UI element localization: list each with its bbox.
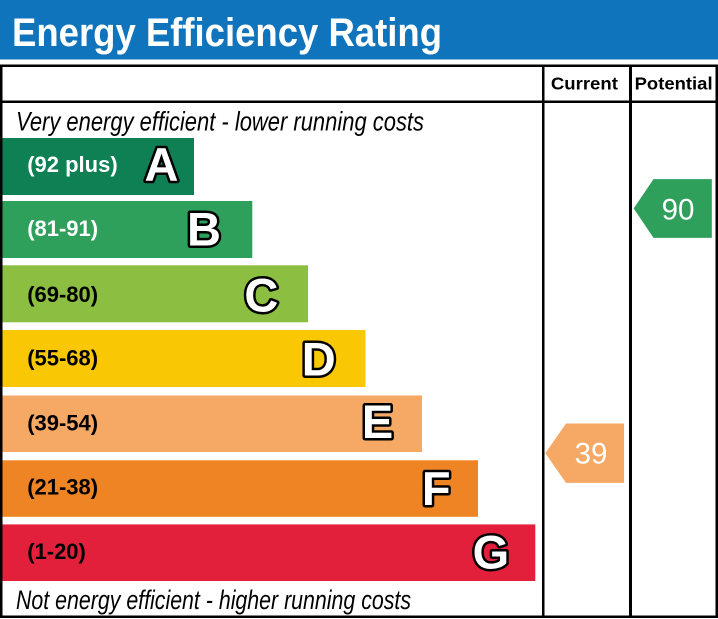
svg-text:B: B (187, 203, 221, 256)
svg-text:(39-54): (39-54) (27, 410, 98, 435)
svg-text:F: F (422, 462, 451, 515)
svg-text:39: 39 (575, 438, 608, 471)
svg-text:(1-20): (1-20) (27, 539, 86, 564)
svg-text:Not energy efficient - higher: Not energy efficient - higher running co… (16, 585, 411, 615)
svg-text:G: G (473, 526, 510, 579)
svg-text:Potential: Potential (635, 74, 713, 94)
svg-text:Energy Efficiency Rating: Energy Efficiency Rating (12, 11, 442, 55)
svg-text:Very energy efficient - lower: Very energy efficient - lower running co… (16, 107, 424, 137)
svg-text:(55-68): (55-68) (27, 346, 98, 371)
svg-text:90: 90 (662, 194, 695, 227)
svg-text:E: E (362, 395, 393, 448)
svg-text:Current: Current (551, 74, 618, 94)
svg-text:(21-38): (21-38) (27, 475, 98, 500)
svg-text:(69-80): (69-80) (27, 282, 98, 307)
svg-text:D: D (302, 332, 336, 385)
svg-text:C: C (244, 269, 278, 322)
svg-text:(92 plus): (92 plus) (27, 152, 117, 177)
svg-text:A: A (145, 138, 179, 191)
svg-text:(81-91): (81-91) (27, 216, 98, 241)
